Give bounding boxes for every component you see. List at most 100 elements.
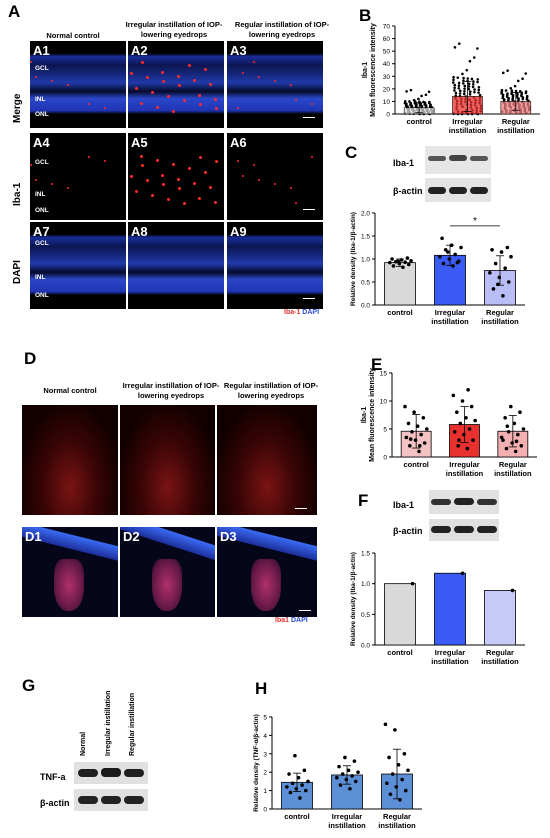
- micrograph: A4 GCL INL ONL: [30, 133, 126, 220]
- blot-c-band: [470, 156, 488, 161]
- iba1-signal: [258, 76, 260, 78]
- iba1-signal: [167, 95, 170, 98]
- data-point: [472, 80, 475, 83]
- data-point: [461, 82, 465, 85]
- data-point: [412, 410, 416, 414]
- data-point: [520, 91, 524, 95]
- data-point: [509, 254, 513, 259]
- data-point: [403, 788, 408, 793]
- x-tick-label: instillation: [449, 126, 487, 135]
- row-label-iba1: Iba-1: [12, 182, 23, 206]
- iba1-signal: [162, 183, 165, 186]
- iba1-signal: [198, 197, 201, 200]
- iba1-signal: [214, 201, 217, 204]
- x-tick-label: Irregular: [452, 117, 483, 126]
- y-tick-label: 10: [383, 99, 391, 106]
- iba1-signal: [204, 171, 207, 174]
- x-tick-label: Regular: [499, 460, 527, 469]
- data-point: [501, 294, 505, 298]
- data-point: [409, 259, 413, 263]
- y-tick-label: 1.0: [361, 257, 370, 264]
- iba1-signal: [188, 64, 191, 67]
- data-point: [471, 85, 475, 89]
- data-point: [513, 84, 517, 88]
- data-point: [458, 92, 462, 95]
- data-point: [462, 76, 465, 80]
- y-tick-label: 0: [263, 807, 267, 814]
- panel-d-legend-iba1: Iba1: [275, 617, 290, 624]
- data-point: [525, 94, 529, 98]
- sub-panel-label: A1: [33, 43, 50, 58]
- data-point: [518, 410, 522, 414]
- data-point: [468, 59, 472, 63]
- data-point: [403, 260, 407, 265]
- data-point: [465, 68, 469, 72]
- scale-bar: [303, 208, 315, 210]
- data-point: [428, 100, 431, 104]
- optic-nerve-head: [54, 559, 84, 611]
- data-point: [464, 416, 468, 420]
- y-tick-label: 1.5: [361, 234, 370, 241]
- panel-a-col-header-irregular: Irregular instillation of IOP-lowering e…: [125, 20, 223, 39]
- y-tick-label: 30: [383, 74, 391, 81]
- data-point: [456, 76, 460, 79]
- iba1-signal: [35, 76, 37, 78]
- data-point: [503, 416, 507, 420]
- data-point: [466, 388, 470, 392]
- data-point: [457, 42, 461, 45]
- data-point: [452, 78, 455, 82]
- data-point: [287, 772, 291, 776]
- iba1-signal: [167, 198, 170, 201]
- layer-label: GCL: [35, 159, 49, 166]
- data-point: [477, 91, 480, 94]
- data-point: [513, 449, 518, 454]
- row-label-merge: Merge: [12, 93, 23, 123]
- iba1-signal: [172, 163, 175, 166]
- data-point: [453, 83, 457, 87]
- chart-b: 0 10 20 30 40 50 60 70 Iba-1 Mean fluorescence in…: [362, 23, 540, 135]
- y-tick-label: 60: [383, 36, 391, 43]
- data-point: [505, 424, 510, 428]
- blot-f-band: [431, 499, 451, 505]
- data-point: [396, 763, 401, 767]
- iba1-signal: [183, 202, 186, 205]
- iba1-signal: [51, 80, 53, 82]
- data-point: [294, 786, 299, 791]
- data-point: [488, 271, 492, 275]
- data-point: [517, 97, 520, 100]
- iba1-signal: [156, 106, 159, 109]
- panel-a-col-header-regular: Regular instillation of IOP-lowering eye…: [234, 20, 330, 39]
- data-point: [356, 770, 360, 774]
- sub-panel-label: A9: [230, 224, 247, 239]
- iba1-signal: [193, 182, 196, 185]
- data-point: [516, 79, 520, 83]
- iba1-signal: [141, 164, 144, 167]
- iba1-signal: [88, 156, 90, 158]
- data-point: [514, 89, 518, 93]
- data-point: [471, 82, 475, 86]
- sub-panel-label: D2: [123, 529, 140, 544]
- iba1-signal: [130, 175, 133, 178]
- data-point: [406, 262, 411, 267]
- iba1-signal: [290, 187, 292, 189]
- blot-f-band: [477, 526, 497, 533]
- data-point: [417, 449, 421, 454]
- blot-g-lane-irregular: Irregular instillation: [105, 690, 112, 756]
- data-point: [468, 93, 472, 96]
- y-tick-label: 50: [383, 49, 391, 56]
- data-point: [383, 722, 388, 727]
- data-point: [406, 105, 409, 108]
- data-point: [467, 82, 471, 86]
- sub-panel-label: A6: [230, 135, 247, 150]
- micrograph-merge: D2: [120, 527, 215, 617]
- data-point: [456, 444, 460, 448]
- micrograph-merge: D1: [22, 527, 118, 617]
- data-point: [408, 437, 413, 441]
- iba1-signal: [214, 98, 217, 101]
- y-tick-label: 4: [263, 733, 267, 740]
- iba1-signal: [199, 156, 202, 159]
- iba1-signal: [177, 75, 180, 78]
- data-point: [516, 432, 520, 437]
- iba1-signal: [274, 183, 276, 185]
- data-point: [463, 87, 466, 90]
